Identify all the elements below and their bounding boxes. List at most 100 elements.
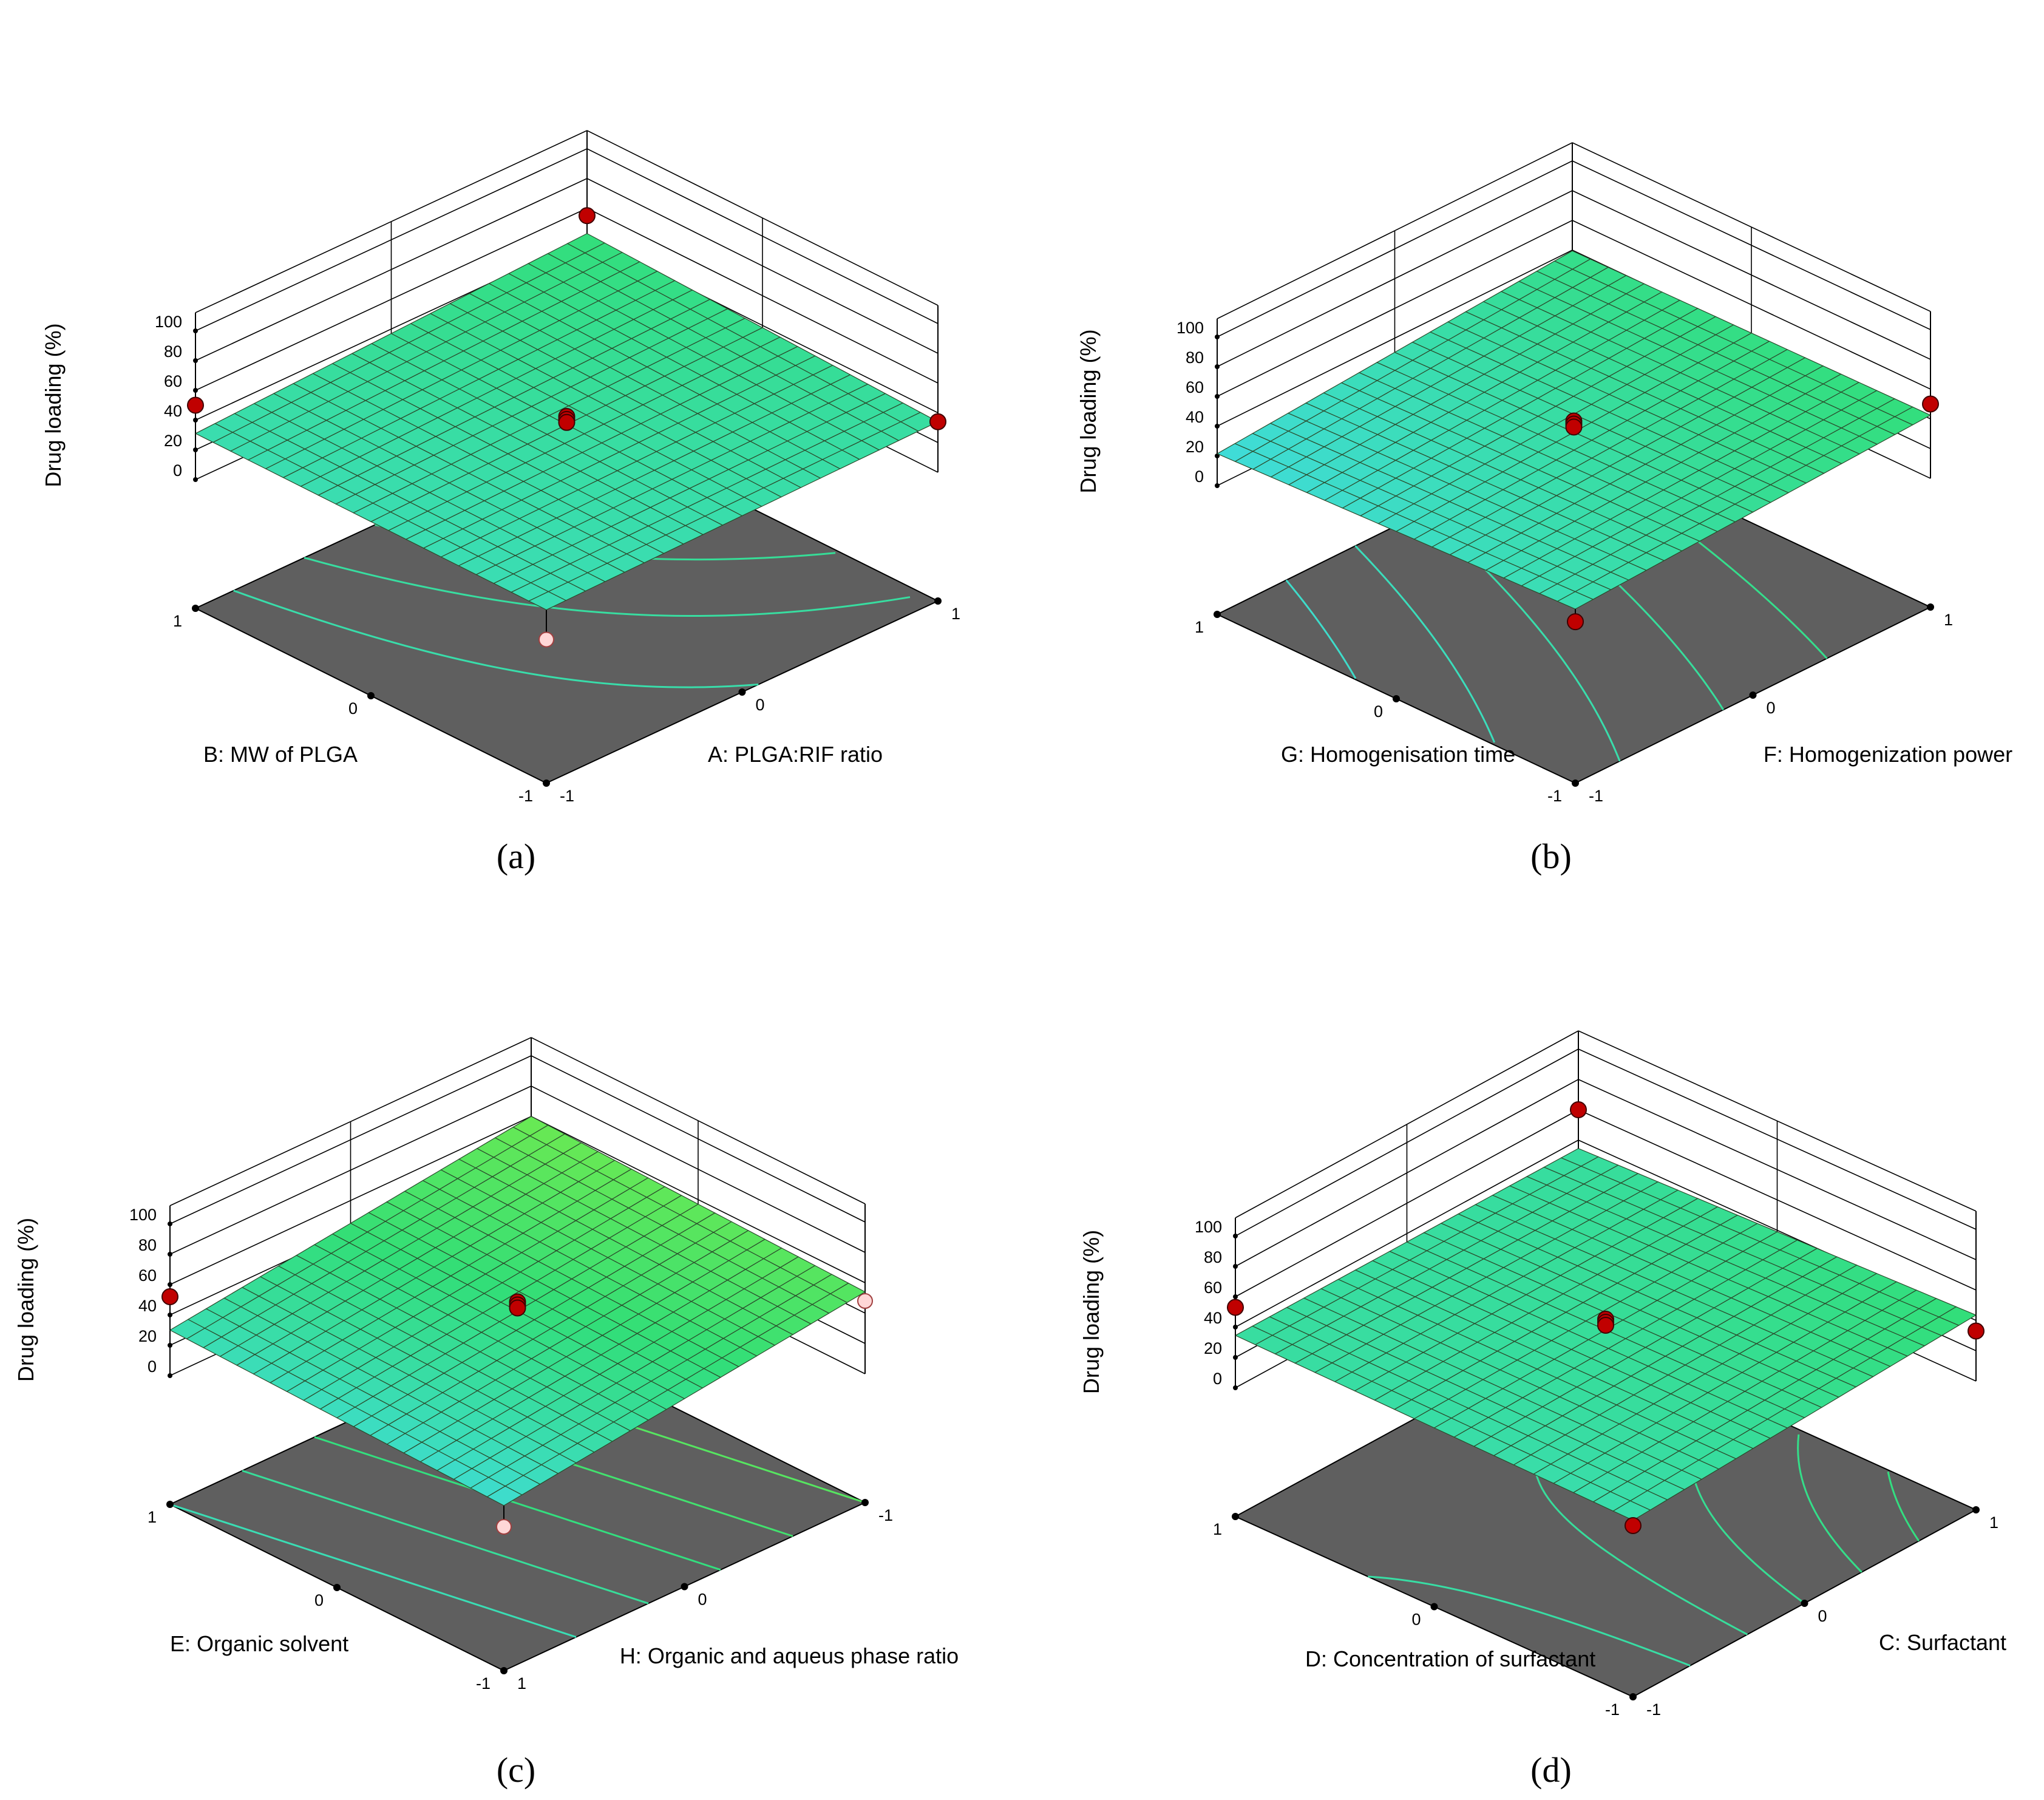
panel-d-floor-contour xyxy=(1887,1471,1920,1542)
panel-a-y-tick-label: 1 xyxy=(173,612,182,630)
panel-d-y-tick-label: 1 xyxy=(1213,1520,1222,1538)
panel-a-x-tick-mark xyxy=(738,688,746,696)
panel-d-ztick-mark xyxy=(1233,1385,1238,1390)
panel-a-y-tick-label: -1 xyxy=(518,787,533,805)
panel-c-y-tick-label: 1 xyxy=(148,1508,157,1526)
panel-d-data-point xyxy=(1968,1322,1985,1340)
panel-c-floor-contour xyxy=(169,1503,577,1639)
panel-c-data-point xyxy=(509,1299,526,1317)
panel-c-floor-contour xyxy=(314,1436,721,1571)
panel-a-ztick-label: 60 xyxy=(164,372,182,390)
panel-b-y-tick-mark xyxy=(1214,611,1221,618)
panel-d-ztick-mark xyxy=(1233,1264,1238,1269)
panel-b-ztick-mark xyxy=(1215,335,1220,339)
panel-b-caption: (b) xyxy=(1530,837,1572,876)
panel-c-x-tick-mark xyxy=(500,1667,508,1674)
panel-a-y-tick-mark xyxy=(367,692,375,699)
panel-a-x-tick-label: 0 xyxy=(756,696,765,714)
panel-a-floor-contour xyxy=(233,589,759,688)
panel-c-ztick-mark xyxy=(168,1343,172,1348)
panel-c-ztick-label: 80 xyxy=(138,1236,157,1254)
panel-b-y-axis-label: G: Homogenisation time xyxy=(1281,742,1515,767)
panel-d-x-axis-label: C: Surfactant xyxy=(1879,1630,2006,1655)
panel-a-caption: (a) xyxy=(497,837,535,876)
panel-b-y-tick-mark xyxy=(1393,695,1400,702)
panel-a-data-point-below xyxy=(538,631,554,648)
panel-b-x-tick-label: 0 xyxy=(1767,699,1776,717)
panel-d-floor-contour xyxy=(1797,1434,1862,1573)
panel-c-ztick-mark xyxy=(168,1252,172,1257)
panel-c-ztick-mark xyxy=(168,1373,172,1378)
panel-b-ztick-label: 40 xyxy=(1186,408,1204,426)
panel-b-ztick-label: 80 xyxy=(1186,348,1204,367)
panel-a-ztick-mark xyxy=(193,447,198,452)
panel-d-ztick-label: 100 xyxy=(1195,1218,1222,1236)
panel-a-ztick-mark xyxy=(193,358,198,363)
panel-b-ztick-label: 0 xyxy=(1195,467,1204,486)
panel-a-data-point xyxy=(929,413,946,430)
panel-b-surface-cell xyxy=(1553,250,1591,270)
panel-b-z-axis-label: Drug loading (%) xyxy=(1076,329,1101,493)
panel-d-ztick-mark xyxy=(1233,1355,1238,1360)
panel-d-ztick-label: 60 xyxy=(1204,1279,1222,1297)
panel-c-x-axis-label: H: Organic and aqueus phase ratio xyxy=(620,1643,959,1668)
panel-b-ztick-mark xyxy=(1215,364,1220,369)
panel-c-ztick-mark xyxy=(168,1282,172,1287)
panel-b-x-tick-mark xyxy=(1749,691,1757,699)
panel-a-ztick-label: 20 xyxy=(164,432,182,450)
panel-a-surface xyxy=(194,233,939,611)
panel-b-y-tick-label: 0 xyxy=(1374,702,1383,721)
panel-c-y-tick-label: -1 xyxy=(476,1674,491,1693)
panel-b-y-tick-label: 1 xyxy=(1195,618,1204,636)
panel-b-floor-contour xyxy=(1354,545,1496,743)
panel-b-ztick-mark xyxy=(1215,483,1220,488)
panel-a-ztick-label: 100 xyxy=(155,313,182,331)
panel-a-ztick-mark xyxy=(193,477,198,482)
panel-a-x-tick-mark xyxy=(543,779,550,787)
panel-d-x-tick-mark xyxy=(1629,1693,1637,1700)
panel-d-x-tick-label: 1 xyxy=(1989,1513,1998,1532)
panel-d-data-point xyxy=(1625,1517,1642,1534)
panel-d-y-axis-label: D: Concentration of surfactant xyxy=(1305,1646,1595,1671)
panel-c-chart: 0 20 40 60 80 100 Drug loading (%) 1 0 -1 -1 0 1 H: O… xyxy=(13,1037,959,1693)
panel-d-y-tick-label: 0 xyxy=(1411,1611,1421,1629)
panel-c-ztick-label: 40 xyxy=(138,1297,157,1315)
panel-b-chart: 0 20 40 60 80 100 Drug loading (%) -1 0 1 -1 0 1 F: H… xyxy=(1076,142,2012,805)
panel-c-data-point-below xyxy=(496,1519,512,1535)
panel-d-data-point xyxy=(1227,1299,1244,1316)
panel-c-data-point xyxy=(161,1288,178,1305)
panel-c-x-tick-label: 1 xyxy=(517,1674,526,1693)
panel-c-y-tick-mark xyxy=(166,1501,174,1508)
panel-b-ztick-label: 100 xyxy=(1176,319,1204,337)
panel-a-z-axis-label: Drug loading (%) xyxy=(41,323,66,487)
panel-b-floor-contour xyxy=(1285,579,1357,679)
panel-a-ztick-label: 0 xyxy=(173,461,182,480)
panel-a-ztick-label: 80 xyxy=(164,342,182,361)
panel-d-ztick-mark xyxy=(1233,1234,1238,1238)
panel-d-y-tick-mark xyxy=(1232,1513,1239,1520)
panel-c-ztick-mark xyxy=(168,1221,172,1226)
panel-a-x-tick-mark xyxy=(934,597,942,605)
panel-a-chart: 0 20 40 60 80 100 Drug loading (%) -1 0 1 -1 0 1 A: P… xyxy=(41,130,960,805)
panel-b-data-point xyxy=(1567,613,1584,631)
panel-a-x-tick-label: 1 xyxy=(951,605,960,623)
panel-b-data-point xyxy=(1922,395,1939,413)
panel-a-x-tick-label: -1 xyxy=(560,787,574,805)
panel-b-data-point xyxy=(1565,418,1583,436)
panel-c-x-tick-label: -1 xyxy=(878,1506,893,1524)
panel-d-ztick-label: 0 xyxy=(1213,1370,1222,1388)
panel-a-ztick-mark xyxy=(193,388,198,393)
panel-d-y-tick-label: -1 xyxy=(1605,1700,1620,1719)
panel-a-y-tick-mark xyxy=(192,605,199,612)
panel-c-ztick-label: 100 xyxy=(129,1206,157,1224)
panel-b-x-tick-label: 1 xyxy=(1944,611,1953,629)
panel-c-x-tick-mark xyxy=(861,1499,869,1506)
panel-c-y-axis-label: E: Organic solvent xyxy=(170,1631,348,1656)
panel-c-caption: (c) xyxy=(497,1750,535,1790)
panel-c-ztick-label: 60 xyxy=(138,1266,157,1285)
panel-d-y-tick-mark xyxy=(1430,1603,1438,1611)
panel-c-floor-contour xyxy=(242,1470,649,1605)
panel-b-ztick-label: 60 xyxy=(1186,378,1204,396)
